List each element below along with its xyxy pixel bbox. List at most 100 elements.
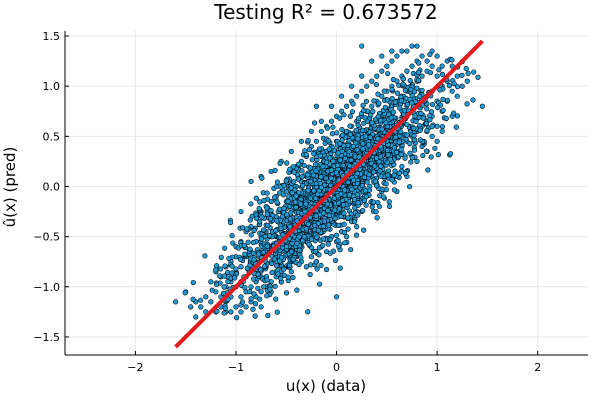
- data-point: [283, 290, 290, 296]
- data-point: [325, 138, 331, 144]
- data-point: [415, 77, 422, 83]
- data-point: [382, 104, 388, 110]
- data-point: [233, 266, 239, 272]
- data-point: [411, 89, 418, 95]
- data-point: [398, 129, 404, 135]
- data-point: [287, 166, 293, 172]
- data-point: [336, 206, 343, 212]
- data-point: [232, 275, 238, 281]
- data-point: [258, 304, 264, 310]
- data-point: [243, 304, 249, 310]
- data-point: [434, 53, 440, 59]
- data-point: [475, 74, 481, 80]
- data-point: [360, 146, 366, 152]
- data-point: [435, 104, 441, 111]
- data-point: [351, 177, 357, 183]
- data-point: [320, 163, 326, 170]
- data-point: [394, 149, 400, 156]
- data-point: [420, 115, 426, 121]
- data-point: [339, 148, 345, 154]
- data-point: [402, 170, 408, 177]
- data-point: [375, 91, 381, 97]
- data-point: [368, 160, 374, 166]
- data-point: [389, 86, 395, 93]
- data-point: [346, 192, 353, 198]
- data-point: [443, 115, 449, 122]
- data-point: [268, 207, 274, 214]
- data-point: [316, 146, 323, 152]
- data-point: [274, 179, 281, 185]
- data-point: [274, 309, 280, 315]
- data-point: [248, 178, 254, 185]
- data-point: [258, 267, 264, 273]
- data-point: [193, 314, 199, 320]
- data-point: [350, 101, 356, 107]
- data-point: [391, 145, 398, 151]
- data-point: [268, 216, 274, 222]
- data-point: [455, 84, 461, 90]
- data-point: [258, 289, 264, 295]
- data-point: [257, 296, 263, 302]
- data-point: [378, 173, 384, 179]
- data-point: [427, 51, 433, 58]
- y-tick-label: −1.0: [33, 281, 60, 294]
- data-point: [374, 73, 380, 79]
- data-point: [417, 137, 423, 143]
- data-point: [289, 240, 295, 247]
- data-point: [372, 163, 378, 169]
- data-point: [364, 179, 370, 185]
- data-point: [459, 72, 465, 78]
- data-point: [337, 115, 343, 121]
- data-point: [385, 152, 391, 158]
- data-point: [252, 313, 258, 319]
- data-point: [347, 163, 353, 169]
- data-point: [238, 264, 244, 270]
- data-point: [294, 287, 300, 293]
- data-point: [229, 270, 235, 276]
- data-point: [376, 100, 382, 106]
- data-point: [250, 306, 256, 312]
- data-point: [284, 160, 290, 166]
- data-point: [262, 263, 268, 269]
- data-point: [313, 168, 319, 174]
- data-point: [342, 187, 348, 193]
- data-point: [247, 262, 253, 268]
- data-point: [402, 155, 408, 161]
- data-point: [213, 267, 219, 273]
- data-point: [411, 133, 417, 139]
- data-point: [312, 248, 319, 255]
- data-point: [203, 294, 209, 300]
- data-point: [313, 195, 319, 201]
- data-point: [226, 255, 232, 262]
- data-point: [251, 291, 257, 297]
- data-point: [407, 78, 413, 84]
- data-point: [271, 194, 278, 200]
- data-point: [305, 137, 311, 144]
- x-tick-label: −1: [228, 361, 244, 374]
- data-point: [453, 124, 459, 130]
- data-point: [261, 227, 267, 233]
- data-point: [383, 120, 389, 126]
- data-point: [392, 99, 398, 105]
- data-point: [247, 246, 253, 252]
- data-point: [284, 212, 290, 218]
- data-point: [439, 71, 446, 77]
- data-point: [363, 98, 370, 104]
- x-tick-label: −2: [127, 361, 143, 374]
- data-point: [363, 202, 369, 208]
- data-point: [305, 221, 311, 227]
- data-point: [264, 211, 270, 217]
- data-point: [344, 234, 350, 240]
- data-point: [338, 93, 345, 99]
- data-point: [173, 299, 179, 305]
- data-point: [303, 264, 309, 270]
- data-point: [449, 57, 455, 63]
- data-point: [394, 90, 401, 96]
- data-point: [308, 236, 315, 242]
- data-point: [379, 53, 385, 59]
- data-point: [437, 87, 443, 93]
- data-point: [305, 309, 311, 315]
- data-point: [388, 115, 394, 121]
- data-point: [429, 133, 435, 139]
